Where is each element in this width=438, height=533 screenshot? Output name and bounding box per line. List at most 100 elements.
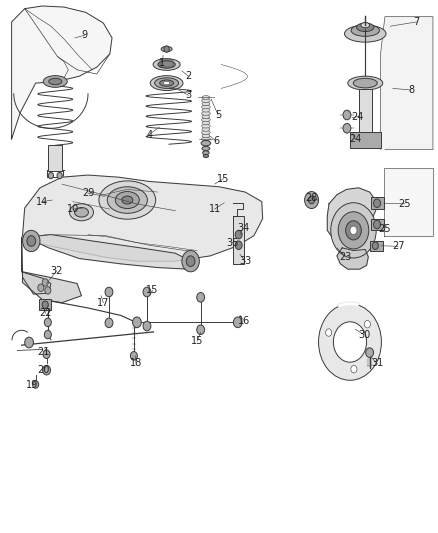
Ellipse shape	[150, 76, 183, 91]
Ellipse shape	[107, 187, 148, 213]
Circle shape	[331, 203, 376, 258]
Ellipse shape	[202, 108, 210, 112]
Ellipse shape	[202, 134, 210, 138]
Ellipse shape	[70, 204, 93, 221]
Ellipse shape	[201, 105, 210, 109]
Text: 7: 7	[413, 17, 420, 27]
Circle shape	[105, 318, 113, 328]
Polygon shape	[22, 175, 263, 261]
Polygon shape	[21, 237, 51, 294]
Text: 35: 35	[226, 238, 238, 247]
Ellipse shape	[49, 78, 62, 85]
Ellipse shape	[201, 111, 210, 115]
Ellipse shape	[153, 59, 180, 70]
Circle shape	[131, 352, 138, 360]
Text: 15: 15	[217, 174, 230, 184]
Circle shape	[42, 301, 48, 309]
Ellipse shape	[201, 141, 211, 146]
Circle shape	[38, 284, 44, 292]
Ellipse shape	[353, 78, 377, 88]
Ellipse shape	[202, 127, 210, 131]
Polygon shape	[327, 188, 376, 251]
Circle shape	[197, 325, 205, 335]
Text: 4: 4	[146, 130, 152, 140]
Ellipse shape	[155, 78, 179, 88]
Circle shape	[351, 366, 357, 373]
Text: 28: 28	[305, 193, 318, 204]
Text: 30: 30	[358, 329, 370, 340]
Circle shape	[364, 320, 371, 328]
Circle shape	[325, 329, 332, 336]
Polygon shape	[384, 168, 433, 236]
Ellipse shape	[345, 25, 386, 42]
Text: 24: 24	[352, 111, 364, 122]
Text: 16: 16	[238, 316, 251, 326]
Ellipse shape	[203, 155, 208, 158]
Ellipse shape	[202, 121, 210, 125]
Circle shape	[235, 230, 242, 239]
Text: 24: 24	[349, 134, 361, 144]
Text: 1: 1	[159, 58, 165, 68]
Ellipse shape	[201, 118, 210, 122]
Bar	[350, 132, 381, 148]
Ellipse shape	[203, 151, 209, 155]
Text: 5: 5	[215, 110, 221, 120]
Polygon shape	[12, 6, 112, 139]
Circle shape	[22, 230, 40, 252]
Ellipse shape	[351, 25, 379, 36]
Ellipse shape	[201, 131, 210, 134]
Circle shape	[235, 241, 242, 249]
Ellipse shape	[201, 137, 210, 141]
Circle shape	[164, 46, 169, 52]
Ellipse shape	[202, 115, 210, 118]
Bar	[370, 241, 383, 251]
Ellipse shape	[43, 76, 67, 87]
Circle shape	[182, 251, 199, 272]
Circle shape	[374, 199, 381, 207]
Text: 25: 25	[398, 199, 411, 209]
Ellipse shape	[115, 191, 139, 208]
Text: 31: 31	[371, 358, 383, 368]
Circle shape	[346, 221, 361, 240]
Circle shape	[105, 287, 113, 297]
Polygon shape	[22, 272, 81, 303]
Polygon shape	[381, 17, 433, 150]
Ellipse shape	[122, 196, 133, 204]
Text: 22: 22	[39, 308, 52, 318]
Ellipse shape	[161, 46, 172, 52]
Text: 27: 27	[392, 241, 404, 251]
Bar	[39, 300, 51, 310]
Text: 6: 6	[213, 136, 219, 146]
Ellipse shape	[361, 22, 370, 28]
Ellipse shape	[201, 99, 210, 102]
Circle shape	[366, 348, 374, 358]
Text: 29: 29	[82, 188, 94, 198]
Text: 19: 19	[26, 379, 38, 390]
Text: 21: 21	[37, 346, 49, 357]
Bar	[48, 146, 62, 171]
Circle shape	[42, 366, 50, 375]
Bar	[359, 90, 372, 135]
Text: 32: 32	[50, 266, 63, 276]
Circle shape	[318, 304, 381, 380]
Circle shape	[372, 242, 378, 249]
Circle shape	[308, 196, 314, 204]
Text: 9: 9	[81, 30, 88, 41]
Text: 2: 2	[185, 71, 191, 81]
Circle shape	[197, 293, 205, 302]
Text: 11: 11	[208, 204, 221, 214]
Circle shape	[48, 172, 53, 179]
Circle shape	[343, 124, 351, 133]
Text: 17: 17	[97, 297, 110, 308]
Bar	[371, 197, 384, 209]
Circle shape	[57, 172, 62, 179]
Text: 3: 3	[185, 90, 191, 100]
Text: 15: 15	[146, 286, 159, 295]
Circle shape	[27, 236, 35, 246]
Ellipse shape	[202, 95, 210, 99]
Text: 25: 25	[379, 224, 391, 235]
Ellipse shape	[74, 207, 88, 217]
Circle shape	[42, 279, 48, 286]
Circle shape	[43, 350, 50, 359]
Text: 20: 20	[37, 365, 49, 375]
